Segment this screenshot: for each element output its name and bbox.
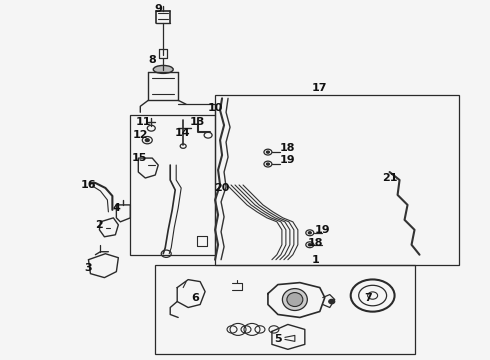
Text: 1: 1 xyxy=(312,255,319,265)
Text: 10: 10 xyxy=(207,103,223,113)
Text: 19: 19 xyxy=(315,225,331,235)
Text: 8: 8 xyxy=(148,55,156,66)
Ellipse shape xyxy=(287,293,303,306)
Text: 18: 18 xyxy=(280,143,295,153)
Text: 15: 15 xyxy=(132,153,147,163)
Text: 5: 5 xyxy=(274,334,282,345)
Text: 12: 12 xyxy=(133,130,148,140)
Circle shape xyxy=(329,299,335,304)
Bar xyxy=(130,115,215,255)
Circle shape xyxy=(267,163,270,165)
Text: 19: 19 xyxy=(280,155,295,165)
Bar xyxy=(215,95,460,265)
Text: 11: 11 xyxy=(136,117,151,127)
Text: 16: 16 xyxy=(81,180,96,190)
Text: 14: 14 xyxy=(174,128,190,138)
Ellipse shape xyxy=(153,66,173,73)
Circle shape xyxy=(267,151,270,153)
Circle shape xyxy=(308,244,311,246)
Text: 2: 2 xyxy=(96,220,103,230)
Text: 9: 9 xyxy=(154,4,162,14)
Text: 20: 20 xyxy=(215,183,230,193)
Text: 18: 18 xyxy=(308,238,323,248)
Text: 21: 21 xyxy=(382,173,397,183)
Circle shape xyxy=(145,139,149,141)
Text: 7: 7 xyxy=(364,293,371,302)
Ellipse shape xyxy=(282,289,307,310)
Bar xyxy=(155,265,415,354)
Text: 17: 17 xyxy=(312,84,327,93)
Text: 3: 3 xyxy=(85,263,92,273)
Text: 6: 6 xyxy=(191,293,199,302)
Text: 13: 13 xyxy=(190,117,205,127)
Circle shape xyxy=(308,232,311,234)
Text: 4: 4 xyxy=(112,203,121,213)
